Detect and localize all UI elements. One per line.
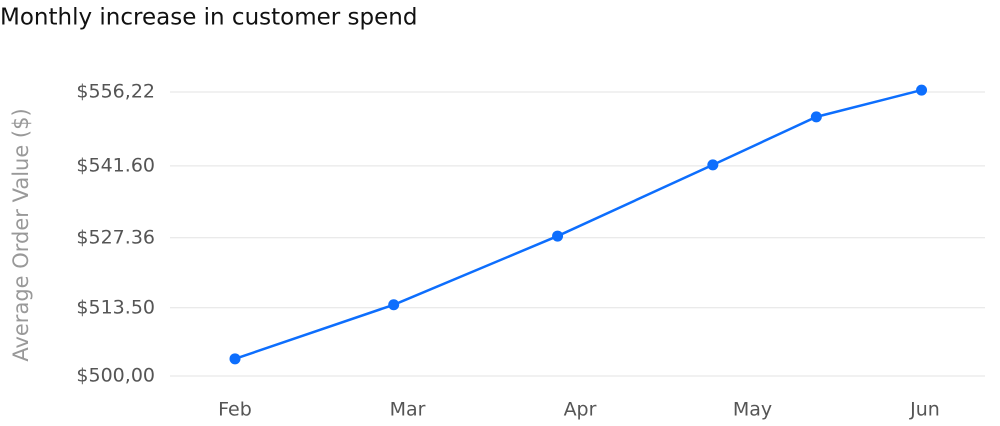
x-tick-label: Feb bbox=[218, 399, 252, 421]
chart-title: Monthly increase in customer spend bbox=[0, 5, 417, 31]
point bbox=[916, 84, 928, 96]
point bbox=[810, 111, 822, 123]
line bbox=[234, 88, 922, 361]
x-tick-label: May bbox=[733, 399, 772, 421]
x-tick-label: Mar bbox=[390, 399, 426, 421]
y-tick-label: $500,00 bbox=[76, 365, 155, 387]
y-tick-label: $541.60 bbox=[76, 154, 155, 176]
x-tick-label: Apr bbox=[564, 399, 597, 421]
point bbox=[707, 159, 719, 171]
x-tick-label: Jun bbox=[909, 399, 940, 421]
y-tick-label: $556,22 bbox=[76, 81, 155, 103]
point bbox=[388, 299, 400, 311]
point bbox=[229, 353, 241, 365]
y-tick-label: $527.36 bbox=[76, 226, 155, 248]
point bbox=[552, 230, 564, 242]
y-tick-label: $513.50 bbox=[76, 296, 155, 318]
y-axis-title: Average Order Value ($) bbox=[9, 108, 33, 361]
